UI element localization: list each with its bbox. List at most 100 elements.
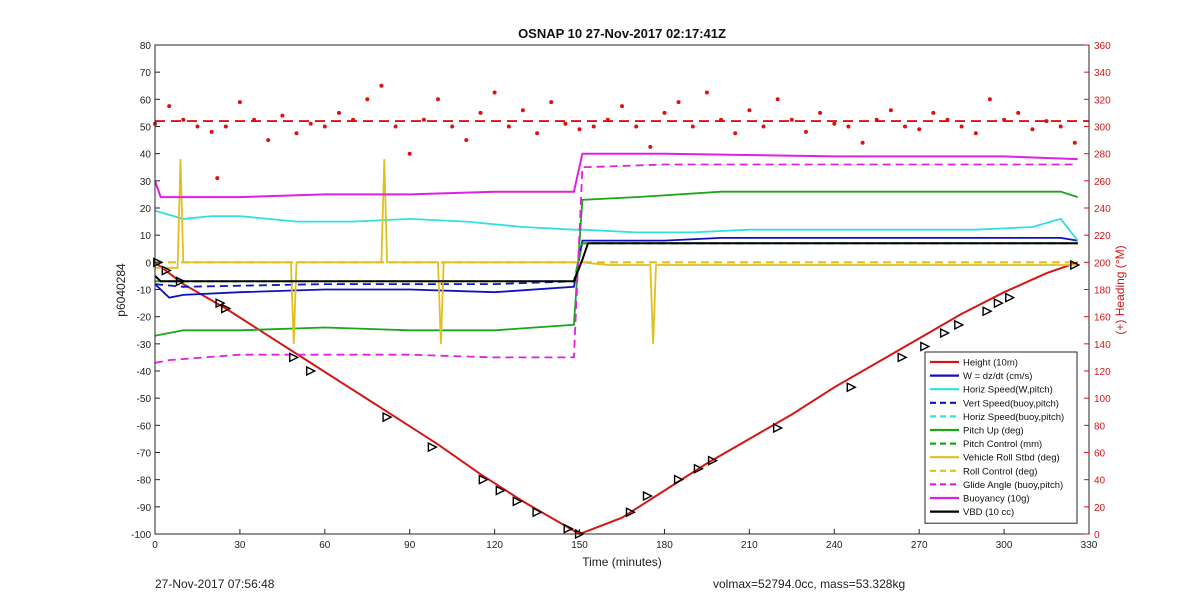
heading-point — [719, 117, 724, 122]
dive-marker — [982, 306, 993, 317]
heading-point — [620, 104, 624, 109]
heading-point — [215, 176, 220, 181]
heading-point — [577, 127, 582, 132]
y-tick-label: 30 — [140, 177, 152, 188]
y-axis-label-right: (+) Heading (°M) — [1113, 245, 1127, 334]
heading-point — [181, 117, 186, 122]
heading-point — [351, 117, 356, 122]
heading-point — [407, 151, 412, 156]
heading-point — [1072, 140, 1077, 145]
x-tick-label: 300 — [996, 540, 1013, 551]
y-right-tick-label: 40 — [1094, 476, 1106, 487]
y-right-tick-label: 60 — [1094, 449, 1106, 460]
heading-point — [648, 144, 653, 149]
dive-marker — [175, 276, 187, 287]
x-tick-label: 180 — [656, 540, 673, 551]
heading-point — [775, 97, 780, 102]
y-right-tick-label: 260 — [1094, 177, 1111, 188]
y-tick-label: 0 — [145, 258, 151, 269]
y-tick-label: -60 — [137, 421, 152, 432]
legend-label: W = dz/dt (cm/s) — [963, 371, 1032, 382]
y-tick-label: 10 — [140, 231, 152, 242]
heading-point — [917, 127, 922, 132]
y-right-tick-label: 220 — [1094, 231, 1111, 242]
x-tick-label: 150 — [571, 540, 588, 551]
dive-marker — [221, 303, 232, 314]
y-tick-label: 20 — [140, 204, 152, 215]
heading-point — [308, 121, 313, 126]
heading-point — [704, 90, 709, 95]
heading-point — [874, 117, 879, 122]
heading-point — [973, 131, 978, 136]
heading-point — [421, 117, 426, 122]
heading-point — [860, 140, 865, 145]
heading-point — [1002, 117, 1007, 122]
x-tick-label: 0 — [152, 540, 158, 551]
heading-point — [945, 117, 950, 122]
footer-mass-info: volmax=52794.0cc, mass=53.328kg — [713, 577, 906, 591]
y-tick-label: -70 — [137, 449, 152, 460]
y-right-tick-label: 120 — [1094, 367, 1111, 378]
y-right-tick-label: 100 — [1094, 394, 1111, 405]
heading-point — [450, 124, 455, 129]
heading-point — [605, 117, 610, 122]
dive-marker — [772, 422, 784, 434]
dive-marker — [846, 382, 857, 393]
heading-point — [464, 138, 469, 143]
y-right-tick-label: 340 — [1094, 68, 1111, 79]
dive-marker — [673, 474, 685, 485]
legend-label: Vert Speed(buoy,pitch) — [963, 398, 1059, 409]
dive-marker — [625, 507, 637, 518]
footer-timestamp: 27-Nov-2017 07:56:48 — [155, 577, 275, 591]
heading-point — [535, 131, 540, 136]
heading-point — [563, 121, 568, 126]
y-axis-label: p6040284 — [114, 263, 128, 317]
heading-point — [804, 129, 808, 134]
heading-point — [436, 97, 440, 102]
series-line-9 — [154, 163, 1078, 364]
y-right-tick-label: 360 — [1094, 41, 1111, 52]
dive-marker — [1005, 292, 1016, 303]
heading-point — [266, 138, 271, 143]
heading-point — [1058, 124, 1063, 129]
legend-label: Height (10m) — [963, 358, 1018, 369]
y-tick-label: 50 — [140, 123, 152, 134]
y-right-tick-label: 140 — [1094, 340, 1111, 351]
heading-point — [209, 129, 214, 134]
heading-point — [903, 124, 907, 129]
dive-marker — [707, 455, 719, 466]
x-tick-label: 270 — [911, 540, 928, 551]
heading-point — [634, 124, 639, 129]
dive-marker — [993, 297, 1004, 309]
y-tick-label: 60 — [140, 95, 152, 106]
y-tick-label: -50 — [137, 394, 152, 405]
y-tick-label: -80 — [137, 476, 152, 487]
legend-label: VBD (10 cc) — [963, 507, 1014, 518]
heading-point — [1044, 119, 1049, 124]
heading-point — [478, 110, 483, 115]
x-tick-label: 240 — [826, 540, 843, 551]
series-line-10 — [154, 152, 1078, 199]
y-right-tick-label: 160 — [1094, 313, 1111, 324]
legend: Height (10m) W = dz/dt (cm/s) Horiz Speed(… — [924, 351, 1078, 524]
legend-label: Horiz Speed(buoy,pitch) — [963, 412, 1064, 423]
legend-label: Horiz Speed(W,pitch) — [963, 385, 1053, 396]
y-tick-label: 70 — [140, 68, 152, 79]
series-line-0 — [154, 261, 1079, 536]
y-tick-label: -40 — [137, 367, 152, 378]
dive-marker — [693, 463, 704, 474]
heading-point — [294, 131, 299, 136]
legend-label: Pitch Up (deg) — [963, 426, 1024, 437]
dive-marker — [161, 265, 172, 276]
y-tick-label: -30 — [137, 340, 152, 351]
heading-point — [1030, 127, 1035, 132]
legend-label: Glide Angle (buoy,pitch) — [963, 480, 1063, 491]
legend-box — [924, 351, 1078, 524]
series-line-5 — [154, 190, 1078, 337]
y-right-tick-label: 20 — [1094, 503, 1106, 514]
chart-title: OSNAP 10 27-Nov-2017 02:17:41Z — [518, 26, 726, 41]
heading-point — [591, 124, 596, 129]
heading-point — [379, 83, 384, 88]
y-right-tick-label: 280 — [1094, 150, 1111, 161]
